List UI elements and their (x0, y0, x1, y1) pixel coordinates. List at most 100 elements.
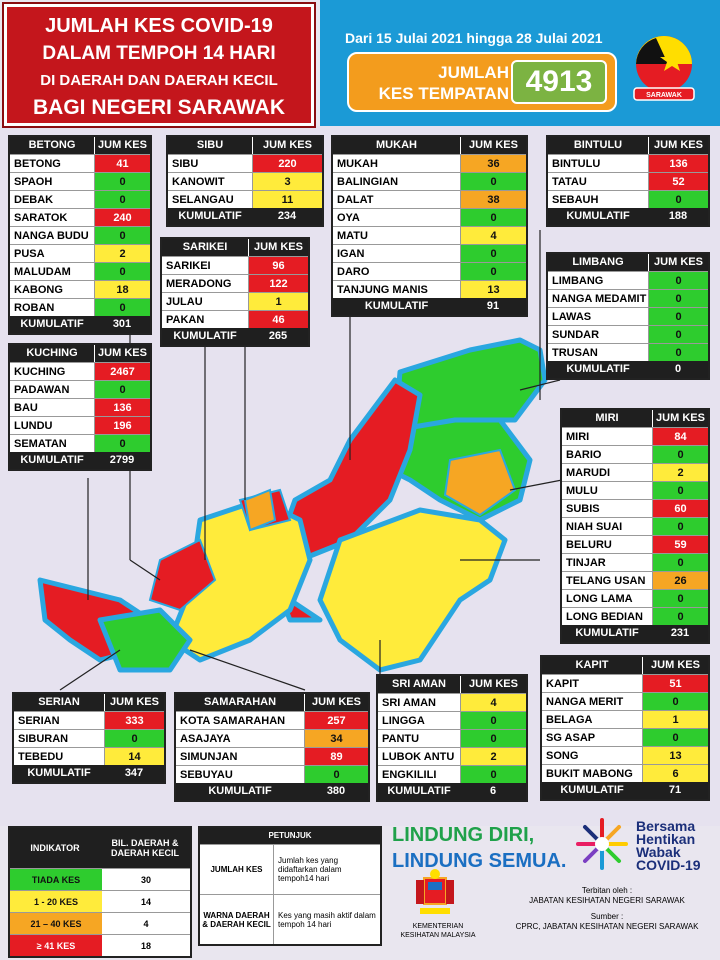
district-cases: 136 (94, 399, 150, 416)
division-name: MIRI (595, 412, 619, 424)
table-footer: KUMULATIF 91 (333, 298, 526, 315)
column-header: JUM KES (648, 254, 708, 271)
district-row: TRUSAN 0 (548, 343, 708, 361)
district-cases: 26 (652, 572, 708, 589)
district-name: SIMUNJAN (180, 751, 238, 763)
district-cases: 0 (648, 290, 708, 307)
division-name: SERIAN (38, 696, 80, 708)
legend-indicator: TIADA KES (10, 869, 102, 890)
district-name: SARIKEI (166, 260, 211, 272)
ministry-name: KEMENTERIAN KESIHATAN MALAYSIA (400, 923, 476, 939)
district-row: SEBUYAU 0 (176, 765, 368, 783)
district-cases: 122 (248, 275, 308, 292)
district-cases: 0 (104, 730, 164, 747)
district-row: MALUDAM 0 (10, 262, 150, 280)
district-cases: 0 (304, 766, 368, 783)
cumulative-label: KUMULATIF (560, 784, 624, 796)
cumulative-value: 188 (668, 210, 688, 222)
district-row: MATU 4 (333, 226, 526, 244)
district-cases: 89 (304, 748, 368, 765)
map-west-red (37, 577, 153, 663)
district-name: MERADONG (166, 278, 232, 290)
district-row: SIMUNJAN 89 (176, 747, 368, 765)
table-serian: SERIAN JUM KES SERIAN 333 SIBURAN 0 TEBEDU 14 KU… (12, 692, 166, 784)
district-row: ENGKILILI 0 (378, 765, 526, 783)
division-name: BETONG (28, 139, 76, 151)
district-row: KOTA SAMARAHAN 257 (176, 711, 368, 729)
table-footer: KUMULATIF 188 (548, 208, 708, 225)
logo-text: SARAWAK (646, 92, 682, 99)
cumulative-label: KUMULATIF (173, 330, 237, 342)
district-row: NANGA MERIT 0 (542, 692, 708, 710)
cumulative-label: KUMULATIF (566, 210, 630, 222)
table-header: SARIKEI JUM KES (162, 239, 308, 256)
district-name: SEBAUH (552, 194, 599, 206)
district-row: BETONG 41 (10, 154, 150, 172)
district-cases: 0 (648, 326, 708, 343)
district-name: SARATOK (14, 212, 68, 224)
table-header: SIBU JUM KES (168, 137, 322, 154)
legend-header: INDIKATOR BIL. DAERAH & DAERAH KECIL (10, 828, 190, 868)
district-name: BINTULU (552, 158, 601, 170)
date-range: Dari 15 Julai 2021 hingga 28 Julai 2021 (345, 30, 603, 46)
district-row: SIBURAN 0 (14, 729, 164, 747)
district-name: SIBU (172, 158, 199, 170)
district-row: MIRI 84 (562, 427, 708, 445)
table-header: KUCHING JUM KES (10, 345, 150, 362)
district-name: ROBAN (14, 302, 55, 314)
legend-indicator: 1 - 20 KES (10, 891, 102, 912)
district-cases: 0 (460, 245, 526, 262)
map-miri-region (367, 417, 533, 523)
legend-indicator: 21 – 40 KES (10, 913, 102, 934)
district-row: KAPIT 51 (542, 674, 708, 692)
district-name: DALAT (337, 194, 374, 206)
district-cases: 6 (642, 765, 708, 782)
district-row: SONG 13 (542, 746, 708, 764)
district-cases: 333 (104, 712, 164, 729)
district-row: DEBAK 0 (10, 190, 150, 208)
district-name: MARUDI (566, 467, 610, 479)
table-header: BETONG JUM KES (10, 137, 150, 154)
district-cases: 13 (460, 281, 526, 298)
table-header: KAPIT JUM KES (542, 657, 708, 674)
campaign-burst-icon (576, 818, 628, 870)
district-cases: 0 (460, 263, 526, 280)
district-name: SONG (546, 750, 579, 762)
cumulative-value: 0 (674, 363, 682, 375)
district-name: OYA (337, 212, 360, 224)
map-north-green (392, 337, 548, 443)
legend-count: 18 (140, 941, 151, 951)
district-name: BUKIT MABONG (546, 768, 633, 780)
table-header: SAMARAHAN JUM KES (176, 694, 368, 711)
district-name: LUNDU (14, 420, 53, 432)
district-cases: 0 (460, 766, 526, 783)
column-header: JUM KES (94, 137, 150, 154)
district-cases: 41 (94, 155, 150, 172)
map-central-red (267, 377, 423, 623)
table-footer: KUMULATIF 265 (162, 328, 308, 345)
district-cases: 38 (460, 191, 526, 208)
publisher: Terbitan oleh : JABATAN KESIHATAN NEGERI… (500, 886, 714, 906)
district-row: BARIO 0 (562, 445, 708, 463)
district-row: LIMBANG 0 (548, 271, 708, 289)
table-mukah: MUKAH JUM KES MUKAH 36 BALINGIAN 0 DALAT 38 OYA 0… (331, 135, 528, 317)
table-miri: MIRI JUM KES MIRI 84 BARIO 0 MARUDI 2 MULU 0 SUBIS… (560, 408, 710, 644)
division-name: SARIKEI (182, 241, 228, 253)
district-cases: 257 (304, 712, 368, 729)
district-row: ROBAN 0 (10, 298, 150, 316)
district-name: NANGA MERIT (546, 696, 624, 708)
district-name: MUKAH (337, 158, 378, 170)
source: Sumber : CPRC, JABATAN KESIHATAN NEGERI … (500, 912, 714, 932)
publisher-value: JABATAN KESIHATAN NEGERI SARAWAK (529, 896, 685, 905)
title-line-3: DI DAERAH DAN DAERAH KECIL (40, 72, 278, 89)
district-name: ENGKILILI (382, 769, 437, 781)
district-row: SEBAUH 0 (548, 190, 708, 208)
district-cases: 4 (460, 694, 526, 711)
district-cases: 196 (94, 417, 150, 434)
district-name: KANOWIT (172, 176, 225, 188)
cumulative-value: 91 (486, 300, 500, 312)
table-header: SRI AMAN JUM KES (378, 676, 526, 693)
district-cases: 1 (642, 711, 708, 728)
legend-count: 30 (140, 875, 151, 885)
source-label: Sumber : (590, 912, 624, 921)
